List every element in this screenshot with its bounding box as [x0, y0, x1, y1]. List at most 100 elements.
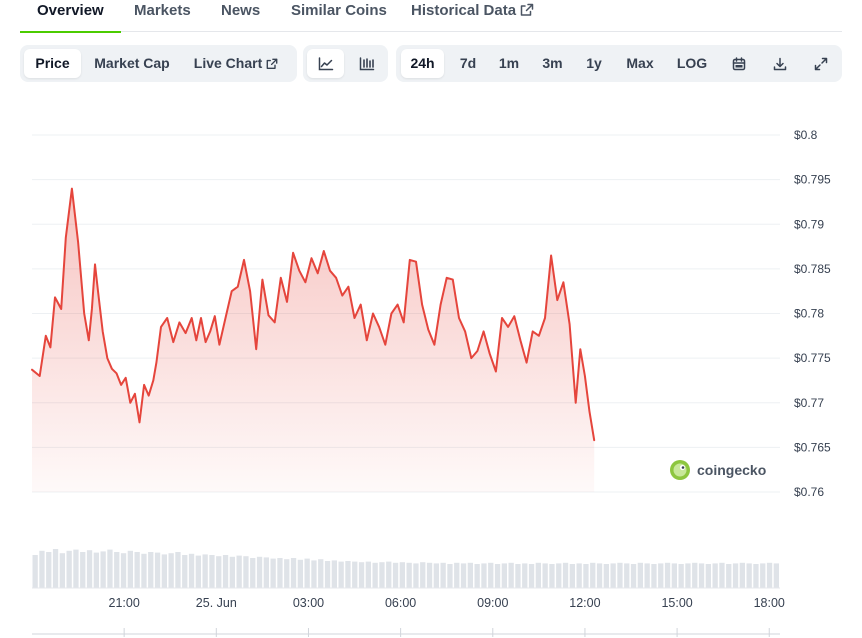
button-label: 1m [498, 55, 520, 71]
volume-bar [52, 549, 59, 588]
tab-label: Overview [37, 2, 104, 19]
tab-markets[interactable]: Markets [134, 2, 191, 31]
x-tick-label: 18:00 [754, 596, 785, 610]
volume-bar [474, 564, 480, 588]
volume-bar [746, 563, 752, 588]
watermark-text: coingecko [697, 462, 766, 478]
volume-bar [692, 562, 698, 588]
volume-bar [59, 553, 65, 588]
volume-bar [32, 555, 38, 588]
external-link-icon [520, 3, 534, 16]
price-line [31, 187, 596, 442]
section-tabs: Overview Markets News Similar Coins Hist… [20, 0, 842, 33]
candlestick-chart-button[interactable] [348, 49, 385, 78]
volume-bar [284, 559, 290, 588]
volume-bar [528, 564, 535, 588]
volume-bar [610, 563, 616, 588]
button-label: 24h [410, 55, 435, 71]
volume-bar [630, 564, 637, 588]
volume-bar [195, 555, 201, 588]
range-1y-button[interactable]: 1y [578, 49, 610, 78]
range-max-button[interactable]: Max [618, 49, 662, 78]
calendar-icon [732, 56, 746, 70]
volume-bar [420, 562, 426, 588]
range-3m-button[interactable]: 3m [534, 49, 571, 78]
volume-bar [773, 563, 779, 588]
volume-bar [515, 564, 521, 588]
volume-bar [522, 563, 528, 588]
volume-bar [569, 564, 575, 588]
volume-bar [413, 563, 419, 588]
x-tick-label: 15:00 [661, 596, 692, 610]
volume-bar [454, 562, 460, 588]
volume-bar [705, 564, 711, 588]
volume-bars [32, 549, 779, 588]
tab-news[interactable]: News [221, 2, 260, 31]
range-7d-button[interactable]: 7d [450, 49, 486, 78]
line-chart-icon [318, 56, 333, 70]
volume-bar [562, 562, 569, 588]
external-link-icon [266, 58, 278, 69]
volume-bar [583, 564, 589, 588]
button-label: 1y [586, 55, 602, 71]
tab-overview[interactable]: Overview [20, 2, 121, 33]
live-chart-button[interactable]: Live Chart [186, 49, 286, 78]
volume-bar [576, 563, 582, 588]
volume-bar [379, 562, 385, 588]
y-tick-label: $0.77 [794, 396, 824, 410]
volume-bar [324, 561, 331, 588]
volume-bar [134, 552, 140, 588]
coingecko-watermark: coingecko [670, 460, 766, 480]
line-chart-button[interactable] [307, 49, 344, 78]
button-label: Price [35, 55, 70, 71]
volume-bar [46, 552, 52, 588]
volume-bar [270, 558, 276, 588]
y-tick-label: $0.765 [794, 440, 831, 454]
candlestick-icon [359, 56, 374, 70]
market-cap-button[interactable]: Market Cap [86, 49, 178, 78]
volume-bar [66, 550, 72, 588]
button-label: Market Cap [94, 55, 170, 71]
volume-bar [338, 561, 344, 588]
volume-bar [39, 550, 45, 588]
range-24h-button[interactable]: 24h [401, 49, 444, 78]
tab-historical-data[interactable]: Historical Data [411, 2, 534, 31]
volume-bar [216, 556, 222, 588]
y-tick-label: $0.795 [794, 173, 831, 187]
download-icon [773, 57, 787, 70]
volume-bar [603, 564, 609, 588]
volume-bar [753, 564, 759, 588]
volume-bar [188, 553, 195, 588]
coingecko-logo-icon [670, 460, 690, 480]
y-axis: $0.8 $0.795 $0.79 $0.785 $0.78 $0.775 $0.77 $0.… [794, 128, 831, 499]
volume-bar [127, 550, 133, 588]
tab-label: Markets [134, 2, 191, 19]
volume-bar [535, 562, 541, 588]
y-tick-label: $0.78 [794, 307, 824, 321]
chart-type-group [303, 45, 388, 82]
volume-bar [263, 557, 269, 588]
volume-bar [222, 555, 229, 588]
volume-bar [297, 559, 303, 588]
price-button[interactable]: Price [24, 49, 81, 78]
volume-bar [365, 561, 371, 588]
volume-bar [494, 564, 501, 588]
fullscreen-button[interactable] [804, 49, 838, 78]
log-scale-button[interactable]: LOG [670, 49, 714, 78]
y-tick-label: $0.775 [794, 351, 831, 365]
volume-bar [372, 562, 378, 588]
volume-bar [345, 561, 351, 588]
download-button[interactable] [763, 49, 797, 78]
volume-bar [698, 563, 705, 588]
volume-bar [433, 563, 439, 588]
price-chart[interactable]: $0.8 $0.795 $0.79 $0.785 $0.78 $0.775 $0.77 $0.… [0, 100, 862, 638]
volume-bar [352, 561, 358, 588]
date-range-button[interactable] [722, 49, 756, 78]
volume-bar [80, 552, 86, 588]
volume-bar [501, 563, 507, 588]
range-1m-button[interactable]: 1m [492, 49, 526, 78]
volume-bar [277, 558, 283, 588]
price-area [32, 188, 595, 492]
tab-similar-coins[interactable]: Similar Coins [291, 2, 387, 31]
volume-bar [685, 563, 691, 588]
